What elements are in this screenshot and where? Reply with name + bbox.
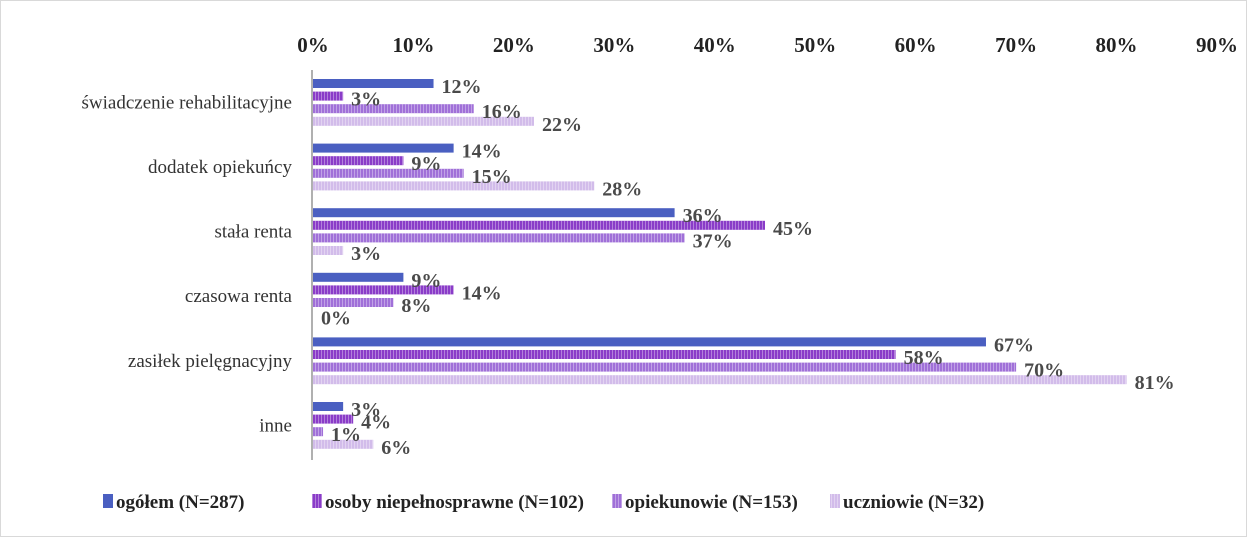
legend-swatch-pattern bbox=[312, 494, 322, 508]
legend-swatch-pattern bbox=[612, 494, 622, 508]
bar-pattern bbox=[313, 220, 765, 230]
bar-pattern bbox=[313, 285, 454, 295]
data-label: 81% bbox=[1135, 372, 1175, 394]
data-label: 45% bbox=[773, 218, 813, 240]
bar-pattern bbox=[313, 104, 474, 114]
bar-pattern bbox=[313, 375, 1127, 385]
data-label: 4% bbox=[361, 412, 391, 434]
bar-pattern bbox=[313, 181, 595, 191]
x-tick-label: 0% bbox=[297, 33, 329, 57]
bar-pattern bbox=[313, 156, 404, 166]
data-label: 9% bbox=[411, 270, 441, 292]
data-label: 15% bbox=[472, 166, 512, 188]
data-label: 36% bbox=[683, 205, 723, 227]
data-label: 28% bbox=[602, 178, 642, 200]
data-label: 12% bbox=[442, 76, 482, 98]
category-label: stała renta bbox=[214, 222, 292, 243]
bar-pattern bbox=[313, 362, 1017, 372]
data-label: 58% bbox=[904, 347, 944, 369]
legend-label: opiekunowie (N=153) bbox=[625, 492, 798, 513]
category-label: dodatek opiekuńcy bbox=[148, 157, 293, 178]
data-label: 8% bbox=[401, 295, 431, 317]
bar-pattern bbox=[313, 168, 464, 178]
data-label: 14% bbox=[462, 141, 502, 163]
data-label: 70% bbox=[1024, 360, 1064, 382]
bar-pattern bbox=[313, 233, 685, 243]
bar-pattern bbox=[313, 116, 534, 126]
category-label: inne bbox=[259, 415, 292, 436]
category-label: zasiłek pielęgnacyjny bbox=[128, 351, 293, 372]
bar-pattern bbox=[313, 439, 374, 449]
x-tick-label: 50% bbox=[794, 33, 836, 57]
bar bbox=[313, 79, 434, 88]
bar-pattern bbox=[313, 427, 324, 437]
data-label: 9% bbox=[411, 153, 441, 175]
bar bbox=[313, 143, 454, 153]
data-label: 16% bbox=[482, 101, 522, 123]
x-tick-label: 20% bbox=[493, 33, 535, 57]
x-tick-label: 80% bbox=[1096, 33, 1138, 57]
data-label: 6% bbox=[381, 437, 411, 459]
bar-pattern bbox=[313, 91, 344, 101]
data-label: 22% bbox=[542, 114, 582, 136]
data-label: 1% bbox=[331, 424, 361, 446]
data-label: 3% bbox=[351, 243, 381, 265]
data-label: 14% bbox=[462, 282, 502, 304]
bar bbox=[313, 272, 404, 282]
legend-swatch bbox=[103, 494, 113, 508]
bar bbox=[313, 208, 675, 218]
data-label: 3% bbox=[351, 89, 381, 111]
x-tick-label: 30% bbox=[593, 33, 635, 57]
bar-pattern bbox=[313, 414, 354, 424]
data-label: 67% bbox=[994, 334, 1034, 356]
legend-label: osoby niepełnosprawne (N=102) bbox=[325, 492, 584, 513]
data-label: 37% bbox=[693, 230, 733, 252]
legend-label: ogółem (N=287) bbox=[116, 492, 245, 513]
x-tick-label: 60% bbox=[895, 33, 937, 57]
category-label: czasowa renta bbox=[185, 286, 293, 307]
bar-pattern bbox=[313, 246, 344, 255]
bar bbox=[313, 337, 986, 347]
x-tick-label: 40% bbox=[694, 33, 736, 57]
bar-pattern bbox=[313, 350, 896, 359]
bar-pattern bbox=[313, 298, 394, 307]
x-tick-label: 70% bbox=[995, 33, 1037, 57]
legend-label: uczniowie (N=32) bbox=[843, 492, 984, 513]
x-tick-label: 90% bbox=[1196, 33, 1238, 57]
legend-swatch-pattern bbox=[830, 494, 840, 508]
data-label: 0% bbox=[321, 308, 351, 330]
data-label: 3% bbox=[351, 399, 381, 421]
bar bbox=[313, 402, 344, 411]
x-tick-label: 10% bbox=[392, 33, 434, 57]
category-label: świadczenie rehabilitacyjne bbox=[82, 92, 292, 113]
